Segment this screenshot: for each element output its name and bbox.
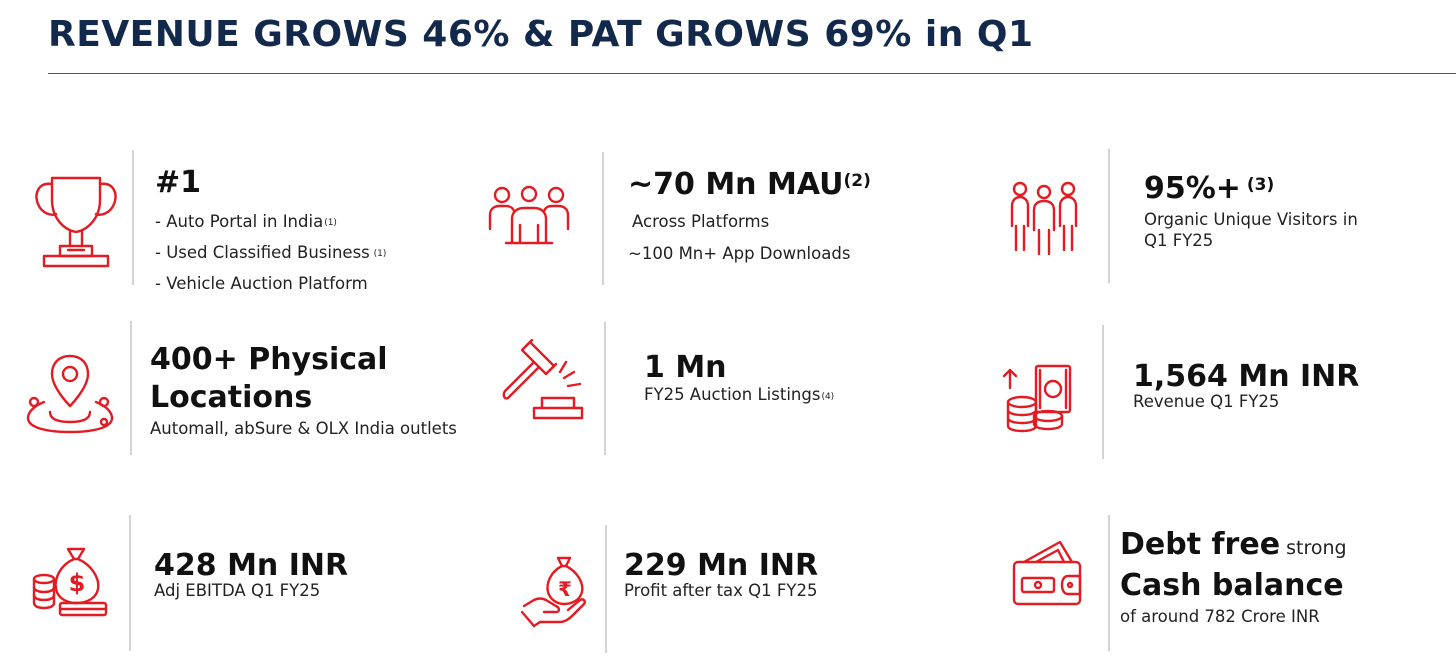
cash-headline-line1: Debt free strong <box>1120 527 1347 562</box>
location-pin-icon <box>20 350 120 436</box>
people-group-icon <box>486 185 572 245</box>
auction-gavel-icon <box>496 338 588 420</box>
rank-card: #1 - Auto Portal in India(1) - Used Clas… <box>155 164 386 299</box>
divider <box>132 150 134 285</box>
revenue-card: 1,564 Mn INR Revenue Q1 FY25 <box>1133 358 1359 414</box>
list-item: - Vehicle Auction Platform <box>155 274 368 293</box>
trophy-icon <box>30 170 122 270</box>
revenue-headline: 1,564 Mn INR <box>1133 359 1360 394</box>
mau-headline: ~70 Mn MAU(2) <box>628 167 871 202</box>
locations-line1: Automall, abSure & OLX India outlets <box>150 419 457 438</box>
ebitda-line1: Adj EBITDA Q1 FY25 <box>154 581 321 600</box>
cash-line1: of around 782 Crore INR <box>1120 607 1320 626</box>
ebitda-headline: 428 Mn INR <box>154 548 349 583</box>
mau-line1: Across Platforms <box>632 212 770 231</box>
mau-line2: ~100 Mn+ App Downloads <box>628 244 851 263</box>
pat-headline: 229 Mn INR <box>624 548 819 583</box>
divider <box>1108 149 1110 283</box>
svg-text:₹: ₹ <box>558 577 572 601</box>
locations-card: 400+ Physical Locations Automall, abSure… <box>150 341 457 441</box>
locations-headline-line1: 400+ Physical <box>150 342 388 377</box>
cash-headline-line2: Cash balance <box>1120 568 1344 603</box>
page-title: REVENUE GROWS 46% & PAT GROWS 69% in Q1 <box>48 14 1034 55</box>
divider <box>604 322 606 455</box>
visitors-line1: Organic Unique Visitors in <box>1144 210 1358 229</box>
visitors-line2: Q1 FY25 <box>1144 231 1214 250</box>
title-underline <box>48 73 1456 74</box>
divider <box>129 515 131 651</box>
visitors-card: 95%+ (3) Organic Unique Visitors in Q1 F… <box>1144 170 1358 252</box>
rank-list: - Auto Portal in India(1) - Used Classif… <box>155 206 386 299</box>
auction-card: 1 Mn FY25 Auction Listings(4) <box>644 349 834 407</box>
ebitda-card: 428 Mn INR Adj EBITDA Q1 FY25 <box>154 547 348 603</box>
auction-headline: 1 Mn <box>644 350 727 385</box>
money-bag-coins-icon: $ <box>30 545 110 619</box>
revenue-cash-icon <box>1000 362 1074 434</box>
wallet-cash-icon <box>1010 538 1086 608</box>
list-item: - Used Classified Business (1) <box>155 243 387 262</box>
rupee-hand-icon: ₹ <box>520 556 592 630</box>
pat-line1: Profit after tax Q1 FY25 <box>624 581 818 600</box>
svg-text:$: $ <box>69 569 86 597</box>
divider <box>130 321 132 455</box>
divider <box>605 525 607 653</box>
cash-card: Debt free strong Cash balance of around … <box>1120 526 1347 629</box>
visitors-headline: 95%+ (3) <box>1144 171 1275 206</box>
locations-headline-line2: Locations <box>150 380 313 415</box>
auction-line1: FY25 Auction Listings(4) <box>644 385 835 404</box>
mau-card: ~70 Mn MAU(2) Across Platforms ~100 Mn+ … <box>628 166 871 266</box>
pat-card: 229 Mn INR Profit after tax Q1 FY25 <box>624 547 818 603</box>
divider <box>1102 325 1104 459</box>
revenue-line1: Revenue Q1 FY25 <box>1133 392 1280 411</box>
divider <box>602 152 604 285</box>
list-item: - Auto Portal in India(1) <box>155 212 337 231</box>
rank-headline: #1 <box>155 165 202 200</box>
divider <box>1108 515 1110 651</box>
visitors-icon <box>1008 180 1080 256</box>
